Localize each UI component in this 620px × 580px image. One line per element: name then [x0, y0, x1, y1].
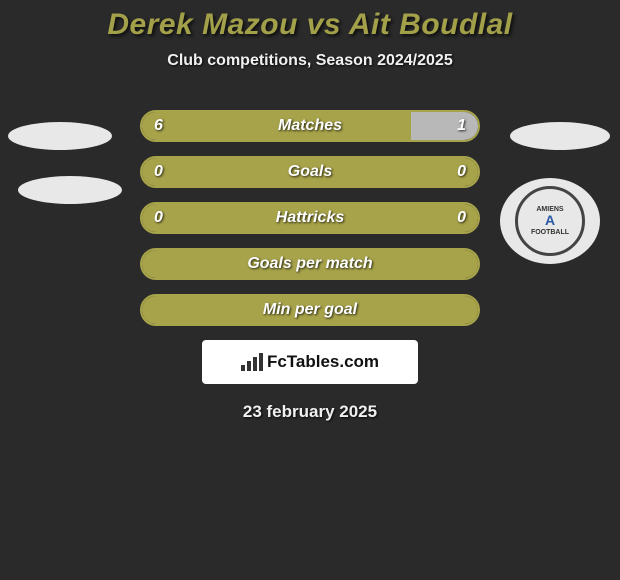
comparison-date: 23 february 2025 [0, 402, 620, 422]
bar-value-right: 0 [457, 163, 466, 181]
stat-bar-matches: 6 1 Matches [140, 110, 480, 142]
page-title: Derek Mazou vs Ait Boudlal [0, 0, 620, 42]
bar-value-left: 6 [154, 117, 163, 135]
stat-bar-hattricks: 0 0 Hattricks [140, 202, 480, 234]
bar-fill-right [411, 112, 478, 140]
bar-value-left: 0 [154, 163, 163, 181]
stat-bar-min-per-goal: Min per goal [140, 294, 480, 326]
branding-text: FcTables.com [267, 352, 379, 372]
bar-chart-icon [241, 353, 263, 371]
branding-box: FcTables.com [202, 340, 418, 384]
bar-fill-left [142, 112, 411, 140]
stat-bar-goals-per-match: Goals per match [140, 248, 480, 280]
bar-label: Min per goal [263, 301, 357, 319]
subtitle: Club competitions, Season 2024/2025 [0, 52, 620, 70]
comparison-bars: 6 1 Matches 0 0 Goals 0 0 Hattricks Goals per mat… [0, 110, 620, 326]
bar-value-right: 0 [457, 209, 466, 227]
stat-bar-goals: 0 0 Goals [140, 156, 480, 188]
bar-value-left: 0 [154, 209, 163, 227]
bar-label: Hattricks [276, 209, 344, 227]
bar-label: Goals per match [247, 255, 372, 273]
bar-label: Goals [288, 163, 332, 181]
bar-label: Matches [278, 117, 342, 135]
bar-value-right: 1 [457, 117, 466, 135]
